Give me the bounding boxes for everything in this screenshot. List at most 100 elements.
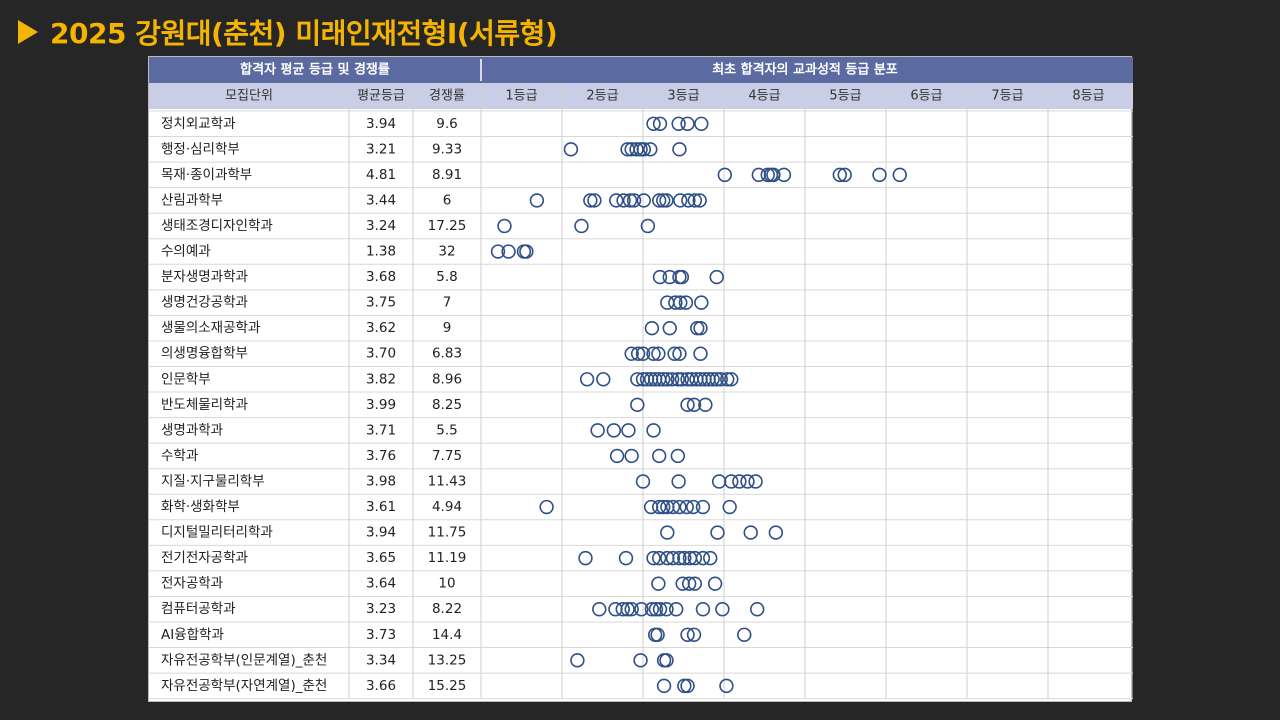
- grade-marker: [659, 653, 674, 668]
- grade-marker: [677, 550, 692, 566]
- grade-marker: [750, 602, 765, 617]
- average-grade: 3.24: [366, 218, 396, 234]
- grade-marker: [624, 448, 639, 464]
- grade-marker: [694, 295, 709, 310]
- header-column-row: [149, 83, 1133, 109]
- grade-marker: [624, 602, 639, 617]
- grade-marker: [656, 499, 671, 515]
- department-name: 수의예과: [161, 244, 211, 260]
- grade-marker: [519, 244, 534, 259]
- grade-marker: [713, 372, 728, 387]
- grade-marker: [673, 295, 688, 310]
- grade-column-header: 4등급: [748, 89, 780, 104]
- grade-marker: [679, 499, 694, 515]
- grade-marker: [674, 269, 690, 285]
- average-grade: 3.66: [366, 678, 396, 694]
- grade-marker: [677, 678, 692, 694]
- department-name: 목재·종이과학부: [161, 167, 252, 183]
- grade-marker: [652, 550, 667, 566]
- grade-marker: [670, 448, 686, 464]
- grade-marker: [671, 474, 686, 489]
- grade-marker: [693, 320, 708, 336]
- grade-marker: [648, 602, 664, 617]
- grade-marker: [695, 602, 711, 617]
- grade-marker: [590, 423, 605, 438]
- grade-marker: [587, 193, 602, 208]
- grade-marker: [695, 550, 711, 566]
- grade-marker: [724, 372, 739, 387]
- department-name: 반도체물리학과: [161, 397, 248, 413]
- grade-marker: [776, 167, 792, 183]
- average-grade: 3.71: [366, 422, 396, 438]
- department-name: 인문학부: [161, 371, 211, 387]
- grade-column-header: 6등급: [910, 89, 942, 104]
- grade-marker: [596, 372, 611, 387]
- competition-ratio: 4.94: [432, 499, 462, 515]
- grade-marker: [674, 372, 690, 387]
- grade-marker: [737, 627, 752, 642]
- column-header: 경쟁률: [429, 89, 465, 104]
- average-grade: 3.73: [366, 627, 396, 643]
- grade-marker: [606, 423, 622, 438]
- grade-marker: [694, 116, 709, 131]
- grade-marker: [630, 372, 645, 387]
- grade-marker: [608, 602, 623, 617]
- grade-marker: [748, 474, 763, 489]
- header-right-group: 최초 합격자의 교과성적 등급 분포: [712, 62, 898, 78]
- average-grade: 3.65: [366, 550, 396, 566]
- grade-marker: [646, 346, 661, 361]
- competition-ratio: 13.25: [428, 652, 467, 668]
- grade-marker: [660, 372, 675, 387]
- grade-marker: [892, 167, 907, 183]
- grade-column-header: 8등급: [1072, 89, 1104, 104]
- grade-column-header: 3등급: [667, 89, 699, 104]
- grade-marker: [643, 142, 658, 157]
- competition-ratio: 8.91: [432, 167, 462, 183]
- grade-marker: [681, 576, 697, 591]
- grade-marker: [720, 372, 735, 387]
- average-grade: 3.99: [366, 397, 396, 413]
- grade-marker: [672, 550, 687, 566]
- grade-marker: [709, 269, 724, 285]
- grade-marker: [705, 372, 720, 387]
- grade-marker: [644, 320, 660, 336]
- grade-marker: [633, 653, 648, 668]
- grade-marker: [667, 346, 682, 361]
- grade-marker: [636, 193, 652, 208]
- competition-ratio: 14.4: [432, 627, 462, 643]
- department-name: 의생명융합학부: [161, 346, 248, 362]
- grade-marker: [698, 397, 713, 413]
- grade-marker: [618, 550, 634, 566]
- grade-marker: [681, 193, 696, 208]
- grade-marker: [680, 678, 695, 694]
- grade-marker: [768, 525, 784, 540]
- grade-column-header: 2등급: [586, 89, 618, 104]
- grade-distribution-table: 합격자 평균 등급 및 경쟁률 최초 합격자의 교과성적 등급 분포 모집단위 평균등…: [148, 56, 1133, 702]
- grade-marker: [669, 602, 684, 617]
- average-grade: 3.44: [366, 192, 396, 208]
- average-grade: 3.62: [366, 320, 396, 336]
- grade-marker: [490, 244, 506, 259]
- grade-marker: [687, 193, 703, 208]
- competition-ratio: 10: [438, 576, 455, 592]
- grade-marker: [703, 550, 718, 566]
- column-header: 모집단위: [225, 89, 273, 104]
- grade-marker: [662, 320, 677, 336]
- grade-column-header: 7등급: [991, 89, 1023, 104]
- grade-marker: [635, 474, 651, 489]
- grade-marker: [570, 653, 585, 668]
- department-name: 생태조경디자인학과: [161, 218, 273, 234]
- grade-marker: [574, 218, 589, 234]
- grade-marker: [646, 116, 661, 131]
- grade-marker: [693, 346, 708, 361]
- competition-ratio: 9.6: [436, 116, 457, 132]
- department-name: 전자공학과: [161, 576, 223, 592]
- grade-marker: [626, 193, 642, 208]
- department-name: 전기전자공학과: [161, 550, 248, 566]
- grade-marker: [672, 346, 687, 361]
- grade-marker: [497, 218, 512, 234]
- department-name: 디지털밀리터리학과: [161, 525, 273, 541]
- grade-marker: [680, 627, 695, 642]
- average-grade: 1.38: [366, 244, 396, 260]
